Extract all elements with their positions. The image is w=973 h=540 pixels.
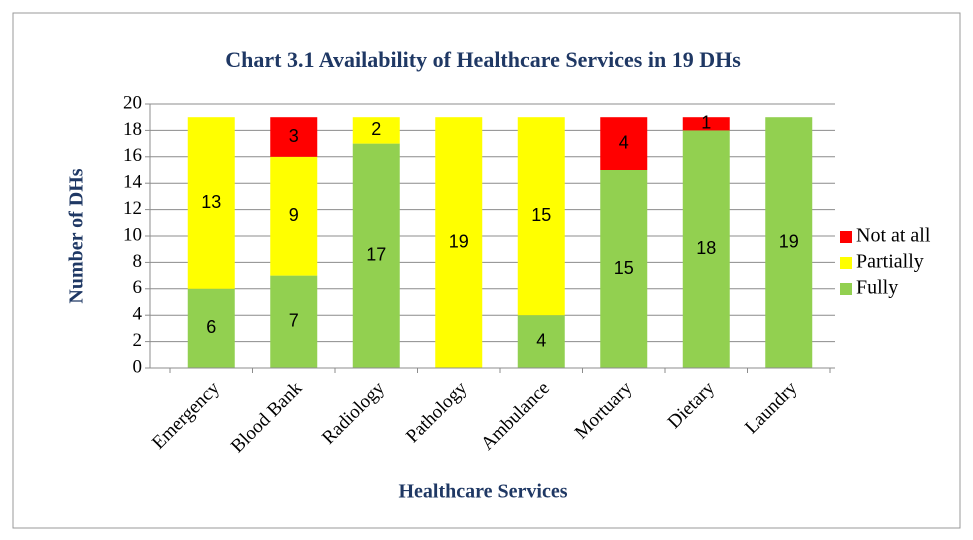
y-tick-label: 16 [123, 145, 142, 166]
legend-swatch [840, 283, 852, 295]
y-tick-label: 18 [123, 119, 142, 140]
x-axis-label: Healthcare Services [398, 481, 567, 503]
y-tick-label: 2 [133, 330, 143, 351]
y-tick-label: 4 [133, 304, 143, 325]
y-tick-label: 20 [123, 92, 142, 113]
y-tick-label: 14 [123, 172, 143, 193]
data-label: 15 [531, 205, 551, 225]
bar-segment [682, 130, 730, 368]
bar-segment [600, 170, 648, 368]
legend-label: Not at all [856, 225, 931, 247]
data-label: 18 [696, 238, 716, 258]
chart-title: Chart 3.1 Availability of Healthcare Ser… [225, 47, 741, 72]
data-label: 17 [366, 245, 386, 265]
y-tick-label: 10 [123, 224, 142, 245]
legend-label: Fully [856, 277, 898, 299]
bar-segment [352, 117, 400, 144]
y-tick-label: 6 [133, 277, 143, 298]
data-label: 3 [289, 126, 299, 146]
data-label: 4 [619, 132, 629, 152]
y-axis-label: Number of DHs [66, 168, 88, 303]
bar-segment [187, 288, 235, 368]
data-label: 2 [371, 119, 381, 139]
bar-segment [435, 117, 483, 368]
bar-segment [682, 117, 730, 131]
bar-segment [600, 117, 648, 170]
bar-segment [270, 117, 318, 157]
data-label: 4 [536, 330, 546, 350]
data-label: 13 [201, 192, 221, 212]
bar-segment [270, 156, 318, 276]
bar-segment [187, 117, 235, 289]
data-label: 6 [206, 317, 216, 337]
data-label: 9 [289, 205, 299, 225]
data-label: 7 [289, 311, 299, 331]
data-label: 19 [779, 231, 799, 251]
legend-label: Partially [856, 251, 924, 273]
data-label: 19 [449, 231, 469, 251]
legend-swatch [840, 231, 852, 243]
bar-segment [270, 275, 318, 368]
bar-segment [352, 143, 400, 368]
y-tick-label: 12 [123, 198, 142, 219]
data-label: 1 [701, 113, 711, 133]
legend-swatch [840, 257, 852, 269]
bar-segment [517, 117, 565, 316]
y-tick-label: 0 [133, 356, 143, 377]
chart-border [12, 12, 961, 529]
bar-segment [517, 315, 565, 368]
bar-segment [765, 117, 813, 368]
y-tick-label: 8 [133, 251, 143, 272]
data-label: 15 [614, 258, 634, 278]
